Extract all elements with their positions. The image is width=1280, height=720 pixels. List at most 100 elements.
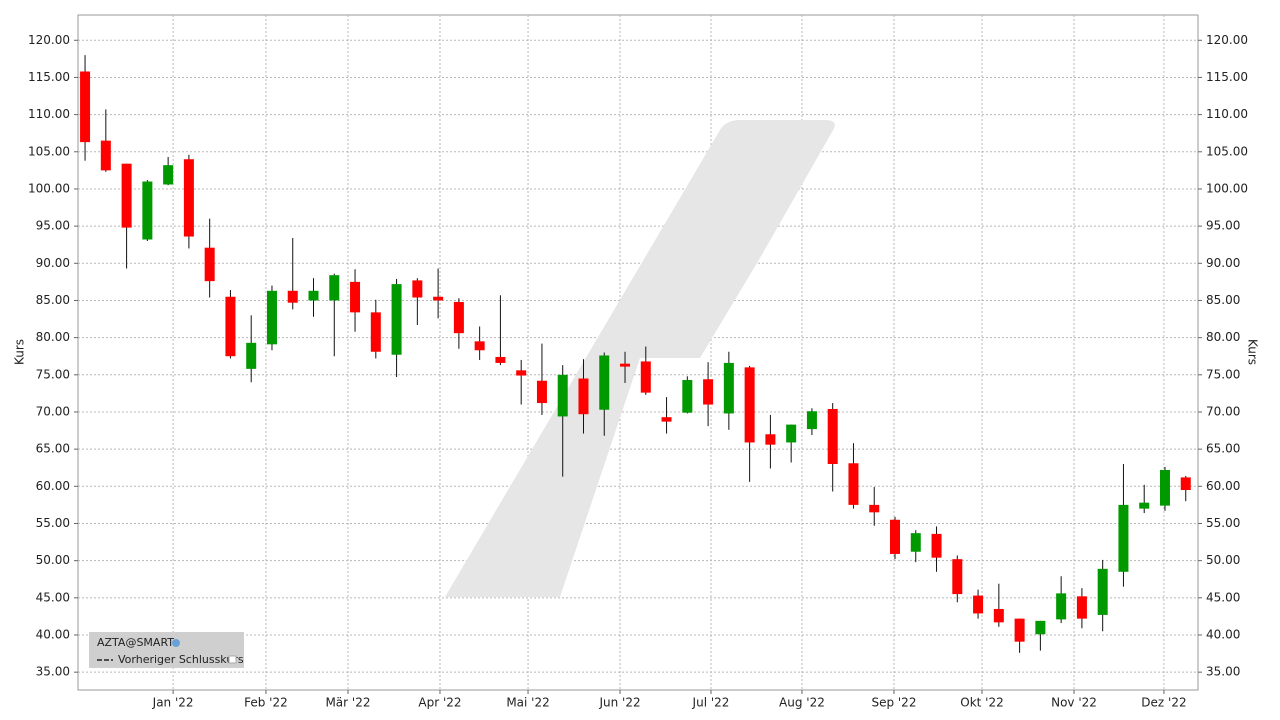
y2-tick-label: 85.00 (1206, 293, 1240, 307)
candle-body (682, 380, 693, 413)
y-tick-label: 75.00 (36, 367, 70, 381)
y2-tick-label: 65.00 (1206, 442, 1240, 456)
y2-tick-label: 45.00 (1206, 590, 1240, 604)
candle-body (1076, 596, 1087, 619)
y2-tick-label: 105.00 (1206, 144, 1248, 158)
y-tick-label: 110.00 (28, 107, 70, 121)
candle-body (329, 275, 340, 301)
candles (80, 55, 1191, 653)
y2-tick-label: 50.00 (1206, 553, 1240, 567)
candle-body (516, 370, 527, 376)
candle-body (578, 378, 589, 415)
candle-body (973, 595, 984, 614)
candle-body (246, 342, 257, 369)
candle-body (1097, 568, 1108, 615)
y-tick-label: 120.00 (28, 33, 70, 47)
candle-body (910, 533, 921, 552)
y-tick-label: 95.00 (36, 219, 70, 233)
candle-body (952, 559, 963, 595)
x-tick-label: Okt '22 (960, 696, 1003, 710)
x-tick-label: Apr '22 (418, 696, 461, 710)
candle-body (495, 356, 506, 363)
x-tick-label: Mai '22 (506, 696, 549, 710)
y-tick-label: 40.00 (36, 627, 70, 641)
candle-body (786, 424, 797, 443)
candle-body (204, 247, 215, 282)
candle-body (100, 140, 111, 171)
y-tick-label: 55.00 (36, 516, 70, 530)
y2-tick-label: 115.00 (1206, 70, 1248, 84)
legend-box (89, 632, 244, 668)
y2-tick-label: 95.00 (1206, 219, 1240, 233)
watermark (445, 120, 835, 597)
x-tick-label: Nov '22 (1051, 696, 1097, 710)
y2-tick-label: 90.00 (1206, 256, 1240, 270)
x-tick-label: Sep '22 (871, 696, 916, 710)
y-tick-label: 115.00 (28, 70, 70, 84)
y-tick-label: 60.00 (36, 479, 70, 493)
y-tick-label: 35.00 (36, 665, 70, 679)
candle-body (308, 290, 319, 301)
candle-body (391, 284, 402, 355)
candle-body (869, 504, 880, 513)
candle-body (620, 363, 631, 367)
candle-body (1035, 620, 1046, 635)
candle-body (640, 361, 651, 393)
y-tick-label: 90.00 (36, 256, 70, 270)
candle-body (1180, 477, 1191, 491)
legend: AZTA@SMART Vorheriger Schlusskurs (89, 632, 244, 668)
y-tick-label: 80.00 (36, 330, 70, 344)
y-tick-label: 85.00 (36, 293, 70, 307)
x-tick-label: Aug '22 (779, 696, 825, 710)
y2-tick-label: 70.00 (1206, 404, 1240, 418)
y-axis-label: Kurs (13, 339, 27, 365)
x-tick-label: Dez '22 (1141, 696, 1186, 710)
candle-body (1139, 502, 1150, 509)
candle-body (266, 290, 277, 345)
y2-tick-label: 110.00 (1206, 107, 1248, 121)
y2-tick-label: 80.00 (1206, 330, 1240, 344)
y2-tick-label: 55.00 (1206, 516, 1240, 530)
legend-entry: AZTA@SMART (97, 636, 174, 649)
candle-body (183, 159, 194, 237)
candle-body (80, 71, 91, 143)
candle-body (225, 296, 236, 357)
y-tick-label: 45.00 (36, 590, 70, 604)
x-tick-label: Mär '22 (325, 696, 370, 710)
y2-tick-label: 60.00 (1206, 479, 1240, 493)
y-tick-label: 65.00 (36, 442, 70, 456)
candle-body (1056, 593, 1067, 620)
candle-body (806, 411, 817, 430)
candle-body (121, 163, 132, 228)
y2-axis-label: Kurs (1246, 339, 1260, 365)
candle-body (661, 417, 672, 422)
x-tick-label: Jun '22 (598, 696, 640, 710)
candle-body (765, 434, 776, 445)
candle-body (827, 408, 838, 465)
candle-body (350, 281, 361, 313)
candle-body (287, 290, 298, 303)
legend-entry: Vorheriger Schlusskurs (118, 653, 244, 666)
legend-icon (172, 639, 180, 647)
candle-body (889, 519, 900, 554)
y-tick-label: 105.00 (28, 144, 70, 158)
x-tick-label: Feb '22 (244, 696, 288, 710)
y-tick-label: 100.00 (28, 181, 70, 195)
y2-tick-label: 40.00 (1206, 627, 1240, 641)
candle-body (723, 362, 734, 414)
candle-body (557, 374, 568, 417)
legend-icon (228, 655, 237, 664)
candle-body (370, 312, 381, 352)
candle-body (599, 355, 610, 410)
x-tick-label: Jan '22 (152, 696, 194, 710)
candle-body (1159, 469, 1170, 506)
candle-body (744, 367, 755, 443)
y2-tick-label: 120.00 (1206, 33, 1248, 47)
candle-body (1118, 504, 1129, 572)
y2-tick-label: 100.00 (1206, 181, 1248, 195)
x-tick-label: Jul '22 (692, 696, 730, 710)
y2-tick-label: 35.00 (1206, 665, 1240, 679)
candle-body (453, 301, 464, 334)
y2-tick-label: 75.00 (1206, 367, 1240, 381)
